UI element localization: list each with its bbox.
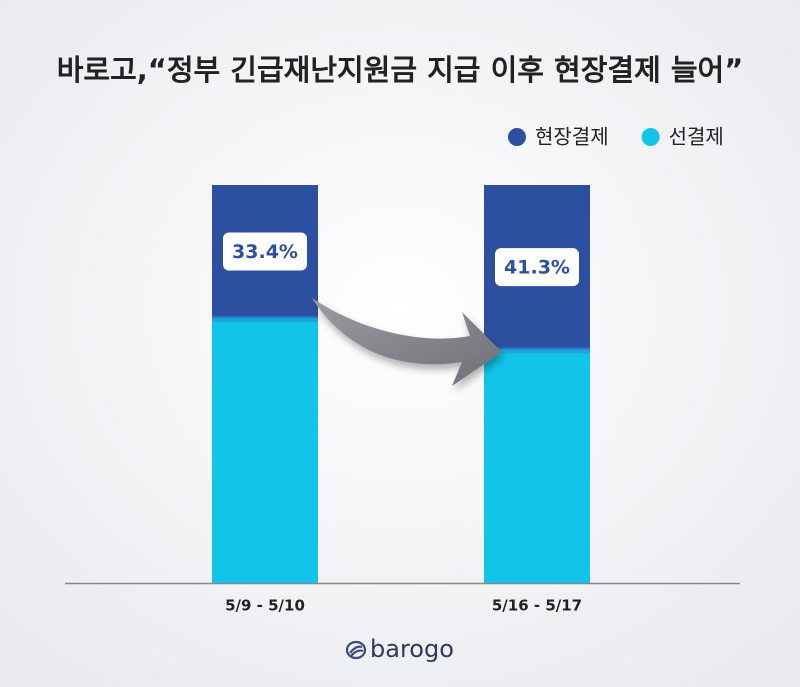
x-tick-label: 5/9 - 5/10: [225, 597, 305, 615]
value-label-box: [223, 232, 307, 271]
legend: 현장결제 선결제: [508, 125, 724, 149]
legend-label: 선결제: [669, 125, 724, 149]
value-label: 41.3%: [504, 257, 570, 279]
value-labels: 33.4% 41.3%: [223, 232, 579, 287]
segment-edge: [212, 315, 318, 322]
chart-title: 바로고,“정부 긴급재난지원금 지급 이후 현장결제 늘어”: [57, 53, 744, 87]
bar-segment: [484, 349, 590, 583]
arrow: [312, 298, 502, 386]
bar-segment: [212, 317, 318, 583]
legend-label: 현장결제: [535, 125, 609, 149]
legend-marker: [508, 128, 526, 146]
logo: barogo: [345, 635, 454, 663]
logo-text: barogo: [370, 635, 454, 663]
segment-edge: [484, 347, 590, 354]
value-label-box: [495, 248, 579, 287]
value-label: 33.4%: [232, 241, 298, 263]
legend-marker: [641, 128, 660, 146]
x-tick-label: 5/16 - 5/17: [492, 597, 582, 615]
logo-icon: [345, 640, 367, 660]
